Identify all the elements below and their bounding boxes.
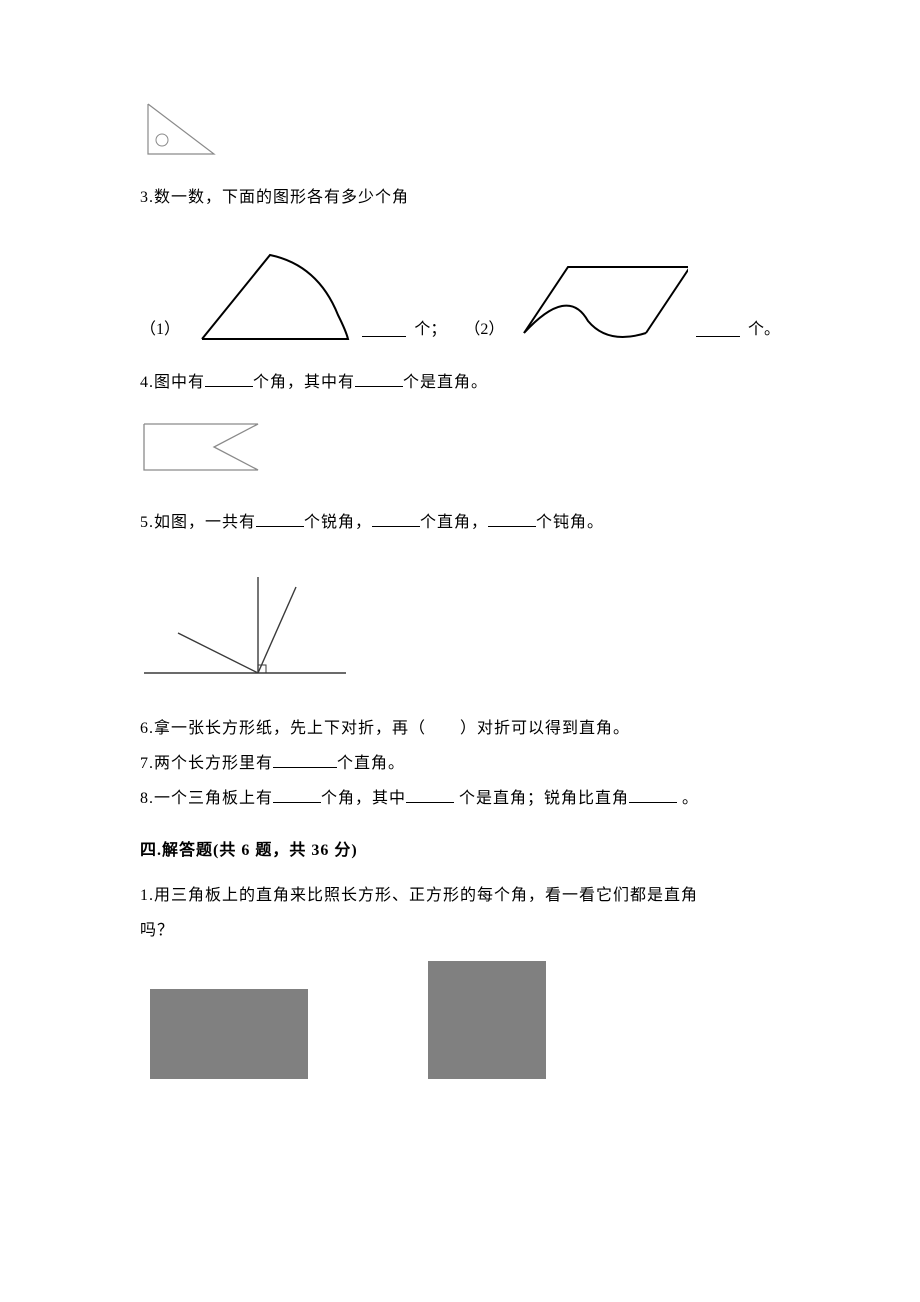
q8-t1: 8.一个三角板上有 — [140, 790, 273, 807]
q3-sub2-suffix: 个。 — [748, 315, 780, 345]
gray-square — [428, 961, 546, 1079]
q4-blank1[interactable] — [205, 373, 253, 387]
worksheet-page: 3.数一数，下面的图形各有多少个角 （1） 个； （2） 个。 4.图中有个角，… — [0, 0, 920, 1302]
q4-figure — [140, 420, 780, 475]
q3-sub1-suffix: 个； — [414, 315, 446, 345]
q5-blank2[interactable] — [372, 513, 420, 527]
s4-q1-l1: 1.用三角板上的直角来比照长方形、正方形的每个角，看一看它们都是直角 — [140, 878, 780, 913]
q4-t1: 4.图中有 — [140, 374, 205, 391]
q4-t2: 个角，其中有 — [253, 374, 355, 391]
q8-t4: 。 — [677, 790, 699, 807]
s4-q1-l2: 吗？ — [140, 913, 780, 948]
q3-sub1-blank[interactable] — [362, 323, 406, 337]
q4-blank2[interactable] — [355, 373, 403, 387]
q5-t4: 个钝角。 — [536, 514, 604, 531]
q4-t3: 个是直角。 — [403, 374, 488, 391]
question-3: 3.数一数，下面的图形各有多少个角 （1） 个； （2） 个。 — [140, 180, 780, 345]
q8-t2: 个角，其中 — [321, 790, 406, 807]
s4-q1-shapes — [140, 989, 780, 1079]
q8-blank1[interactable] — [273, 789, 321, 803]
gray-rectangle — [150, 989, 308, 1079]
q8-blank2[interactable] — [406, 789, 454, 803]
q3-prompt: 3.数一数，下面的图形各有多少个角 — [140, 180, 780, 215]
figure-top-triangle — [140, 100, 780, 160]
q7-blank[interactable] — [273, 754, 337, 768]
q3-sub1-prefix: （1） — [140, 315, 180, 345]
q5-line: 5.如图，一共有 个锐角， 个直角， 个钝角。 — [140, 505, 780, 540]
q5-t1: 5.如图，一共有 — [140, 514, 256, 531]
q8-t3: 个是直角；锐角比直角 — [454, 790, 629, 807]
q8-blank3[interactable] — [629, 789, 677, 803]
q7-t1: 7.两个长方形里有 — [140, 755, 273, 772]
right-triangle-icon — [140, 100, 220, 160]
q5-blank3[interactable] — [488, 513, 536, 527]
q6-text: 6.拿一张长方形纸，先上下对折，再（ ）对折可以得到直角。 — [140, 711, 780, 746]
parallelogram-wave-icon — [512, 255, 687, 345]
section-4-title: 四.解答题(共 6 题，共 36 分) — [140, 836, 780, 860]
q5-t2: 个锐角， — [304, 514, 372, 531]
q7-t2: 个直角。 — [337, 755, 405, 772]
q3-figures-row: （1） 个； （2） 个。 — [140, 245, 780, 345]
question-5: 5.如图，一共有 个锐角， 个直角， 个钝角。 — [140, 505, 780, 680]
angle-fan-icon — [140, 571, 350, 681]
s4-question-1: 1.用三角板上的直角来比照长方形、正方形的每个角，看一看它们都是直角 吗？ — [140, 878, 780, 1078]
q7-line: 7.两个长方形里有 个直角。 — [140, 746, 780, 781]
q4-line: 4.图中有 个角，其中有 个是直角。 — [140, 365, 780, 400]
q5-t3: 个直角， — [420, 514, 488, 531]
q5-blank1[interactable] — [256, 513, 304, 527]
q8-line: 8.一个三角板上有 个角，其中 个是直角；锐角比直角 。 — [140, 781, 780, 816]
question-4: 4.图中有 个角，其中有 个是直角。 — [140, 365, 780, 475]
q3-sub2-blank[interactable] — [696, 323, 740, 337]
curved-triangle-icon — [188, 245, 354, 345]
q3-sub2-prefix: （2） — [464, 315, 504, 345]
q5-figure — [140, 571, 780, 681]
question-6: 6.拿一张长方形纸，先上下对折，再（ ）对折可以得到直角。 7.两个长方形里有个… — [140, 711, 780, 817]
flag-shape-icon — [140, 420, 265, 475]
